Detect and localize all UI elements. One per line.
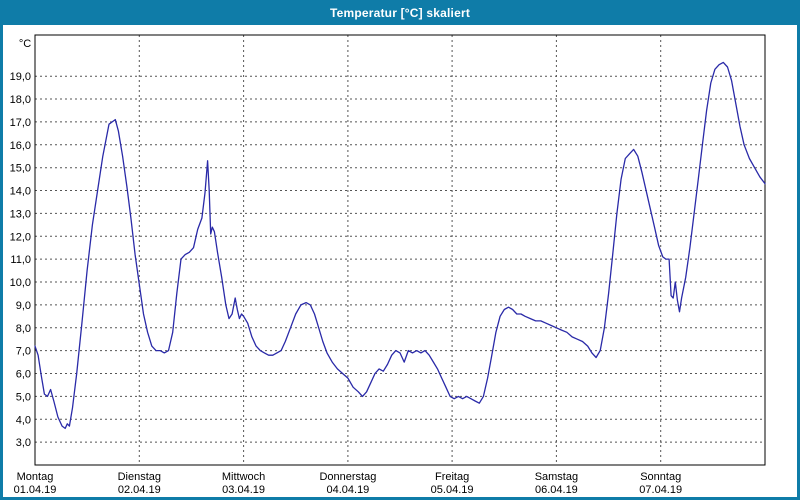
svg-text:07.04.19: 07.04.19: [639, 484, 682, 496]
svg-text:Donnerstag: Donnerstag: [319, 471, 376, 483]
svg-text:15,0: 15,0: [10, 163, 31, 175]
svg-text:03.04.19: 03.04.19: [222, 484, 265, 496]
window-title: Temperatur [°C] skaliert: [329, 5, 471, 20]
svg-text:13,0: 13,0: [10, 208, 31, 220]
svg-text:6,0: 6,0: [16, 369, 31, 381]
svg-text:10,0: 10,0: [10, 277, 31, 289]
svg-text:Montag: Montag: [17, 471, 54, 483]
svg-text:12,0: 12,0: [10, 231, 31, 243]
temperature-line-chart: 3,0 4,0 5,0 6,0 7,0 8,0 9,0 10,0 11,0 12,0 13,0 14,…: [10, 34, 766, 496]
svg-text:14,0: 14,0: [10, 186, 31, 198]
svg-text:3,0: 3,0: [16, 437, 31, 449]
window-titlebar[interactable]: Temperatur [°C] skaliert: [3, 0, 797, 25]
svg-text:05.04.19: 05.04.19: [431, 484, 474, 496]
svg-text:8,0: 8,0: [16, 323, 31, 335]
svg-text:Samstag: Samstag: [535, 471, 578, 483]
svg-text:01.04.19: 01.04.19: [14, 484, 57, 496]
svg-text:06.04.19: 06.04.19: [535, 484, 578, 496]
svg-text:11,0: 11,0: [10, 254, 31, 266]
svg-text:16,0: 16,0: [10, 140, 31, 152]
svg-text:19,0: 19,0: [10, 71, 31, 83]
svg-text:°C: °C: [19, 38, 31, 50]
svg-text:Mittwoch: Mittwoch: [222, 471, 265, 483]
svg-text:Dienstag: Dienstag: [118, 471, 161, 483]
svg-text:02.04.19: 02.04.19: [118, 484, 161, 496]
svg-text:9,0: 9,0: [16, 300, 31, 312]
svg-text:Sonntag: Sonntag: [640, 471, 681, 483]
svg-text:04.04.19: 04.04.19: [326, 484, 369, 496]
svg-text:5,0: 5,0: [16, 391, 31, 403]
svg-text:17,0: 17,0: [10, 117, 31, 129]
svg-text:7,0: 7,0: [16, 346, 31, 358]
svg-text:18,0: 18,0: [10, 94, 31, 106]
svg-text:Freitag: Freitag: [435, 471, 469, 483]
svg-text:4,0: 4,0: [16, 414, 31, 426]
chart-area: 3,0 4,0 5,0 6,0 7,0 8,0 9,0 10,0 11,0 12,0 13,0 14,…: [3, 25, 797, 497]
